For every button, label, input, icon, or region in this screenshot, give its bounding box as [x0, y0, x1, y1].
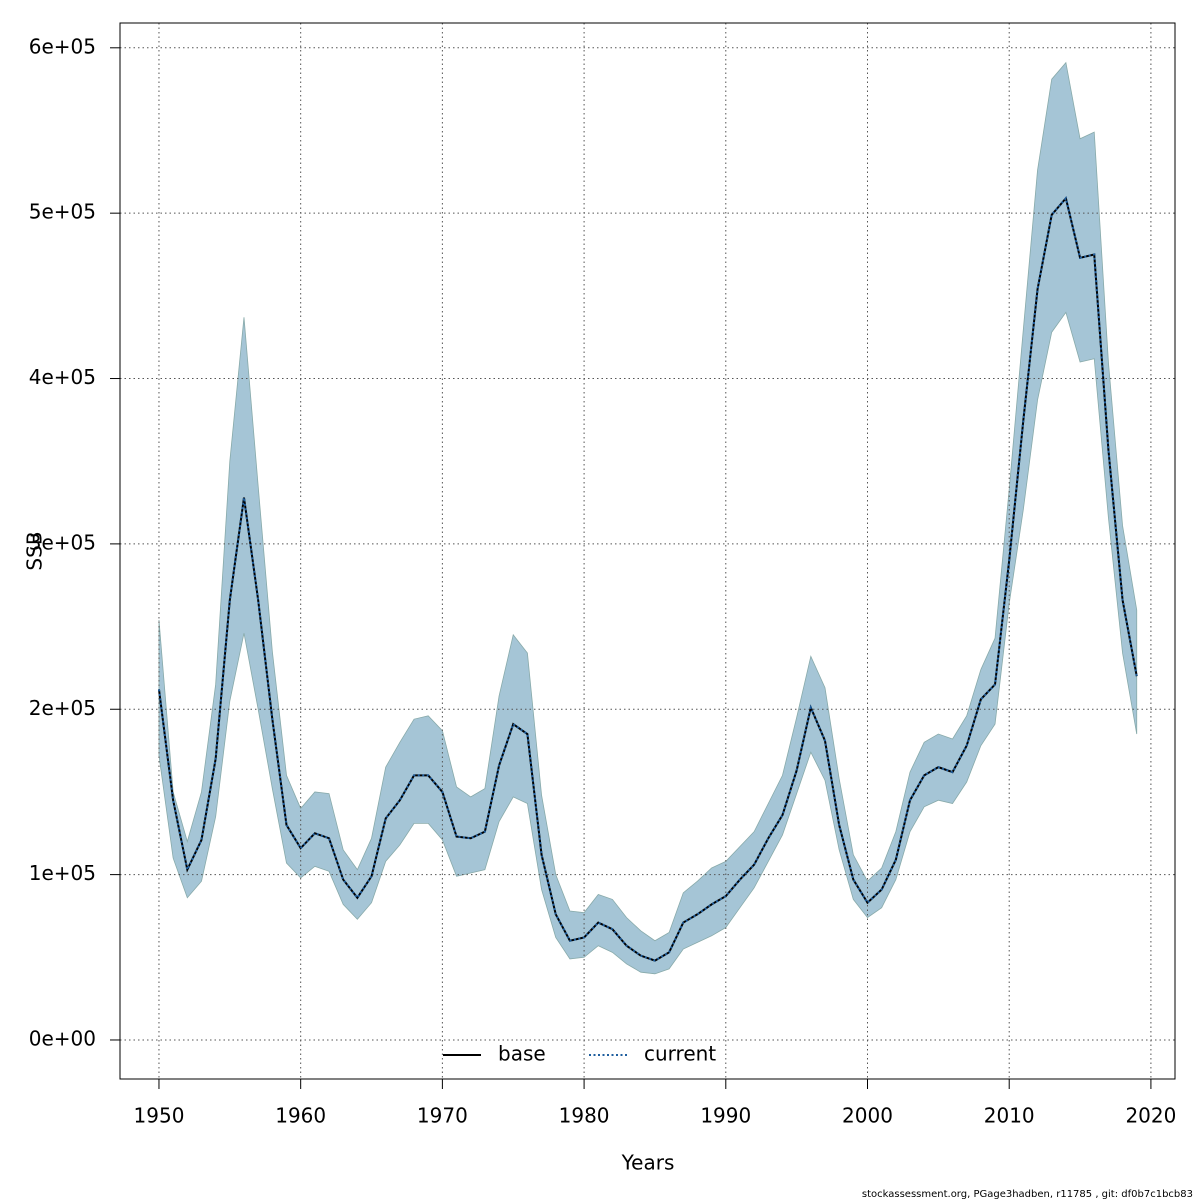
y-tick-label: 2e+05 [29, 696, 96, 720]
y-axis-label: SSB [23, 531, 47, 570]
footer: stockassessment.org, PGage3hadben, r1178… [862, 1189, 1193, 1200]
x-tick-label: 2020 [1125, 1104, 1176, 1128]
x-tick-label: 1950 [134, 1104, 185, 1128]
x-tick-label: 1970 [417, 1104, 468, 1128]
y-tick-label: 3e+05 [29, 530, 96, 554]
y-tick-label: 4e+05 [29, 365, 96, 389]
x-tick-label: 2010 [984, 1104, 1035, 1128]
x-tick-label: 2000 [842, 1104, 893, 1128]
series-line [157, 196, 1138, 962]
plot-frame [119, 22, 1176, 1080]
y-tick-label: 6e+05 [29, 34, 96, 58]
y-tick-label: 0e+00 [29, 1026, 96, 1050]
y-tick-label: 1e+05 [29, 861, 96, 885]
x-tick-label: 1960 [275, 1104, 326, 1128]
legend-label: base [498, 1042, 546, 1066]
legend-label: current [644, 1042, 716, 1066]
y-tick-label: 5e+05 [29, 200, 96, 224]
confidence-band [158, 61, 1138, 975]
x-tick-label: 1980 [559, 1104, 610, 1128]
x-axis-label: Years [621, 1151, 675, 1175]
x-tick-label: 1990 [700, 1104, 751, 1128]
